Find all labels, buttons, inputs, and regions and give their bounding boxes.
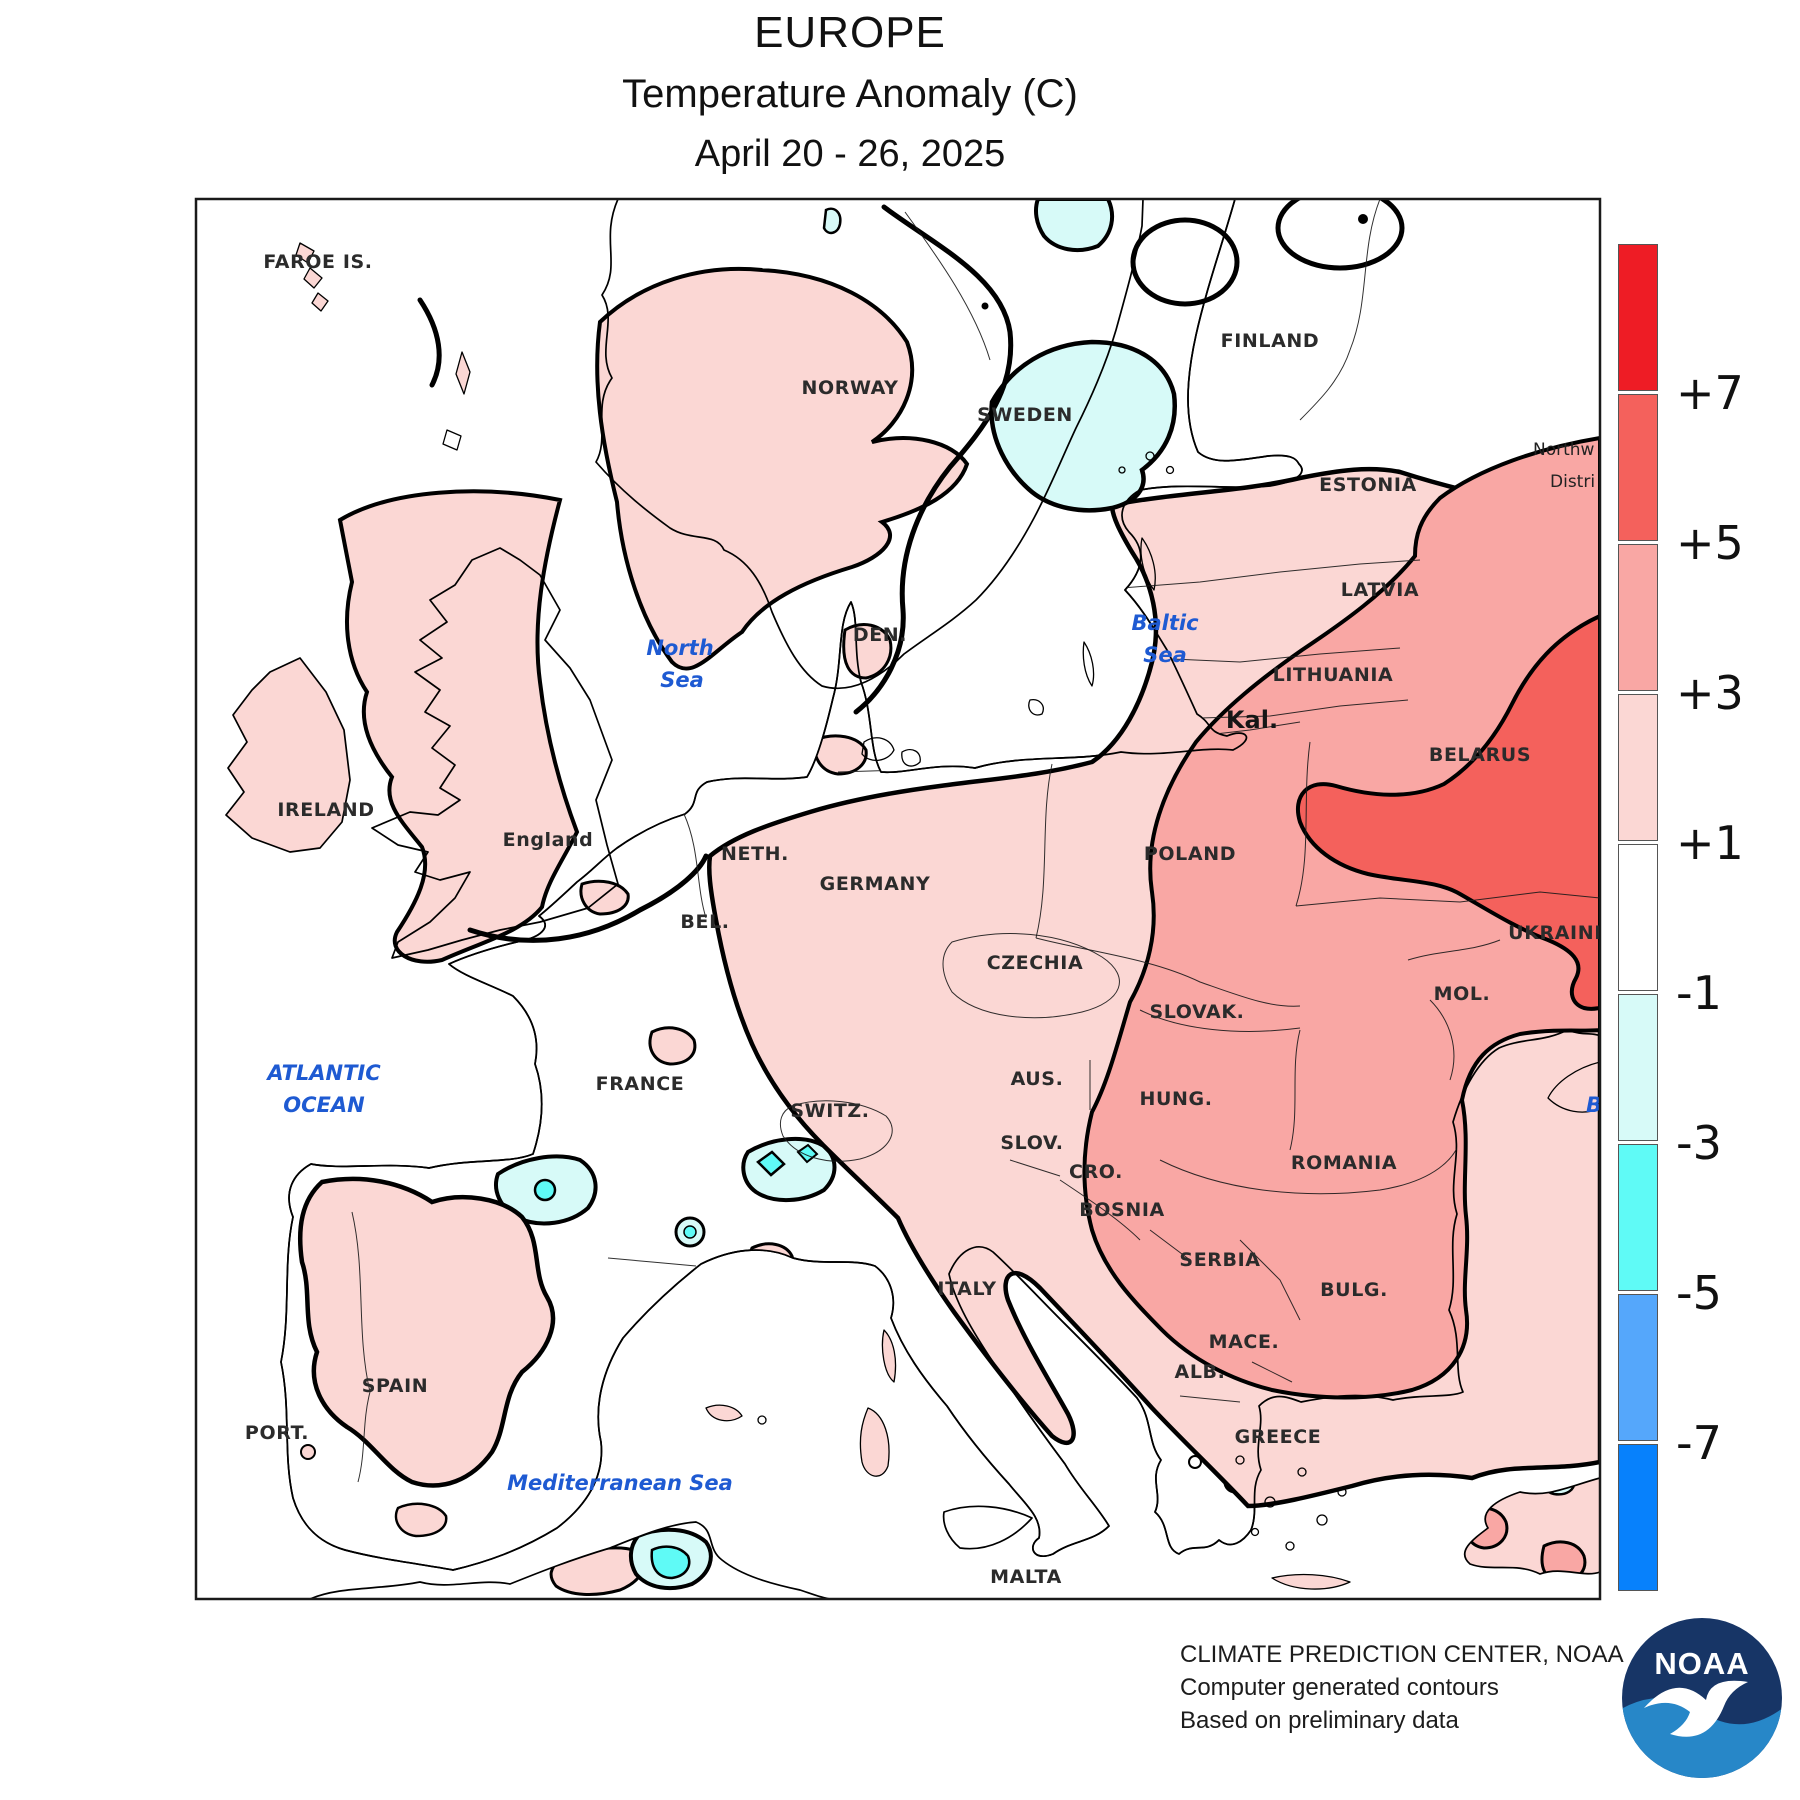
- legend-value-+5: +5: [1676, 516, 1744, 570]
- legend-swatch-6: [1618, 1144, 1658, 1291]
- map-label-poland: POLAND: [1144, 843, 1236, 865]
- noaa-logo-gull-icon: [1644, 1680, 1748, 1737]
- map-variable-title: Temperature Anomaly (C): [622, 72, 1078, 116]
- map-label-ireland: IRELAND: [277, 799, 374, 821]
- map-label-ukraine: UKRAINE: [1508, 922, 1608, 944]
- map-label-bosnia: BOSNIA: [1079, 1199, 1165, 1221]
- map-labels: FAROE IS. NORWAY SWEDEN FINLAND ESTONIA North…: [245, 251, 1701, 1588]
- map-label-mol: MOL.: [1434, 983, 1491, 1005]
- map-label-north: North: [646, 636, 713, 660]
- legend-swatch-4: [1618, 844, 1658, 991]
- map-label-mace: MACE.: [1209, 1331, 1280, 1353]
- noaa-logo-text: NOAA: [1654, 1646, 1749, 1681]
- legend-value--7: -7: [1676, 1416, 1722, 1470]
- credits-block: CLIMATE PREDICTION CENTER, NOAA Computer…: [1180, 1638, 1624, 1737]
- anomaly-contours: [300, 199, 1600, 1506]
- map-label-port: PORT.: [245, 1422, 309, 1444]
- map-label-belarus: BELARUS: [1429, 744, 1531, 766]
- map-label-finland: FINLAND: [1221, 330, 1320, 352]
- legend-value--3: -3: [1676, 1116, 1722, 1170]
- legend-swatch-3: [1618, 694, 1658, 841]
- map-label-northw: Northw: [1533, 440, 1595, 460]
- legend-value--5: -5: [1676, 1266, 1722, 1320]
- legend-swatch-2: [1618, 544, 1658, 691]
- map-label-ocean: OCEAN: [283, 1093, 365, 1117]
- map-label-sea: Sea: [1143, 643, 1187, 667]
- map-date-range: April 20 - 26, 2025: [694, 133, 1006, 175]
- map-label-bel: BEL.: [680, 911, 729, 933]
- legend-value-+1: +1: [1676, 816, 1744, 870]
- map-label-den: DEN.: [853, 624, 907, 646]
- title-block: EUROPE Temperature Anomaly (C) April 20 …: [250, 8, 1450, 176]
- map-canvas: FAROE IS. NORWAY SWEDEN FINLAND ESTONIA North…: [225, 199, 1701, 1599]
- map-label-norway: NORWAY: [801, 377, 898, 399]
- map-label-distri: Distri: [1550, 472, 1595, 492]
- map-label-slov: SLOV.: [1000, 1132, 1063, 1154]
- map-label-spain: SPAIN: [362, 1375, 429, 1397]
- map-label-switz: SWITZ.: [790, 1100, 869, 1122]
- map-label-czechia: CZECHIA: [987, 952, 1084, 974]
- map-label-estonia: ESTONIA: [1319, 474, 1417, 496]
- noaa-logo: NOAA: [1622, 1618, 1782, 1778]
- credit-method: Computer generated contours: [1180, 1674, 1499, 1701]
- map-label-malta: MALTA: [990, 1566, 1062, 1588]
- map-label-serbia: SERBIA: [1179, 1249, 1260, 1271]
- map-label-france: FRANCE: [596, 1073, 685, 1095]
- map-label-germany: GERMANY: [820, 873, 931, 895]
- map-label-greece: GREECE: [1235, 1426, 1322, 1448]
- legend-swatch-1: [1618, 394, 1658, 541]
- legend-swatch-8: [1618, 1444, 1658, 1591]
- map-label-atlantic: ATLANTIC: [265, 1061, 381, 1085]
- map-label-slovak: SLOVAK.: [1149, 1001, 1244, 1023]
- legend-value--1: -1: [1676, 966, 1722, 1020]
- legend-value-+7: +7: [1676, 366, 1744, 420]
- legend-swatch-0: [1618, 244, 1658, 391]
- map-label-england: England: [503, 829, 594, 851]
- map-region-title: EUROPE: [754, 8, 946, 57]
- noaa-logo-sea: [1622, 1698, 1782, 1778]
- legend-swatch-7: [1618, 1294, 1658, 1441]
- map-frame: [194, 197, 1602, 1601]
- map-label-lithuania: LITHUANIA: [1273, 664, 1394, 686]
- map-label-italy: ITALY: [937, 1278, 996, 1300]
- map-label-faroe-is: FAROE IS.: [263, 251, 372, 273]
- map-label-aus: AUS.: [1011, 1068, 1064, 1090]
- credit-data-note: Based on preliminary data: [1180, 1707, 1459, 1734]
- map-label-latvia: LATVIA: [1341, 579, 1419, 601]
- coastlines: [225, 199, 1600, 1599]
- map-label-baltic: Baltic: [1131, 611, 1199, 635]
- map-label-cro: CRO.: [1069, 1161, 1123, 1183]
- map-label-hung: HUNG.: [1139, 1088, 1212, 1110]
- credit-agency: CLIMATE PREDICTION CENTER, NOAA: [1180, 1641, 1624, 1668]
- map-label-black-sea: Black Sea: [1586, 1093, 1701, 1117]
- map-label-kal: Kal.: [1226, 706, 1278, 734]
- country-borders: [351, 199, 1600, 1483]
- map-label-neth: NETH.: [721, 843, 789, 865]
- map-label-sweden: SWEDEN: [977, 404, 1073, 426]
- legend-value-+3: +3: [1676, 666, 1744, 720]
- legend-colorbar: [1618, 244, 1658, 1594]
- map-label-mediterranean-sea: Mediterranean Sea: [507, 1471, 733, 1495]
- map-label-alb: ALB.: [1175, 1361, 1226, 1383]
- map-label-sea: Sea: [660, 668, 704, 692]
- map-label-bulg: BULG.: [1320, 1279, 1388, 1301]
- map-label-romania: ROMANIA: [1291, 1152, 1397, 1174]
- legend-swatch-5: [1618, 994, 1658, 1141]
